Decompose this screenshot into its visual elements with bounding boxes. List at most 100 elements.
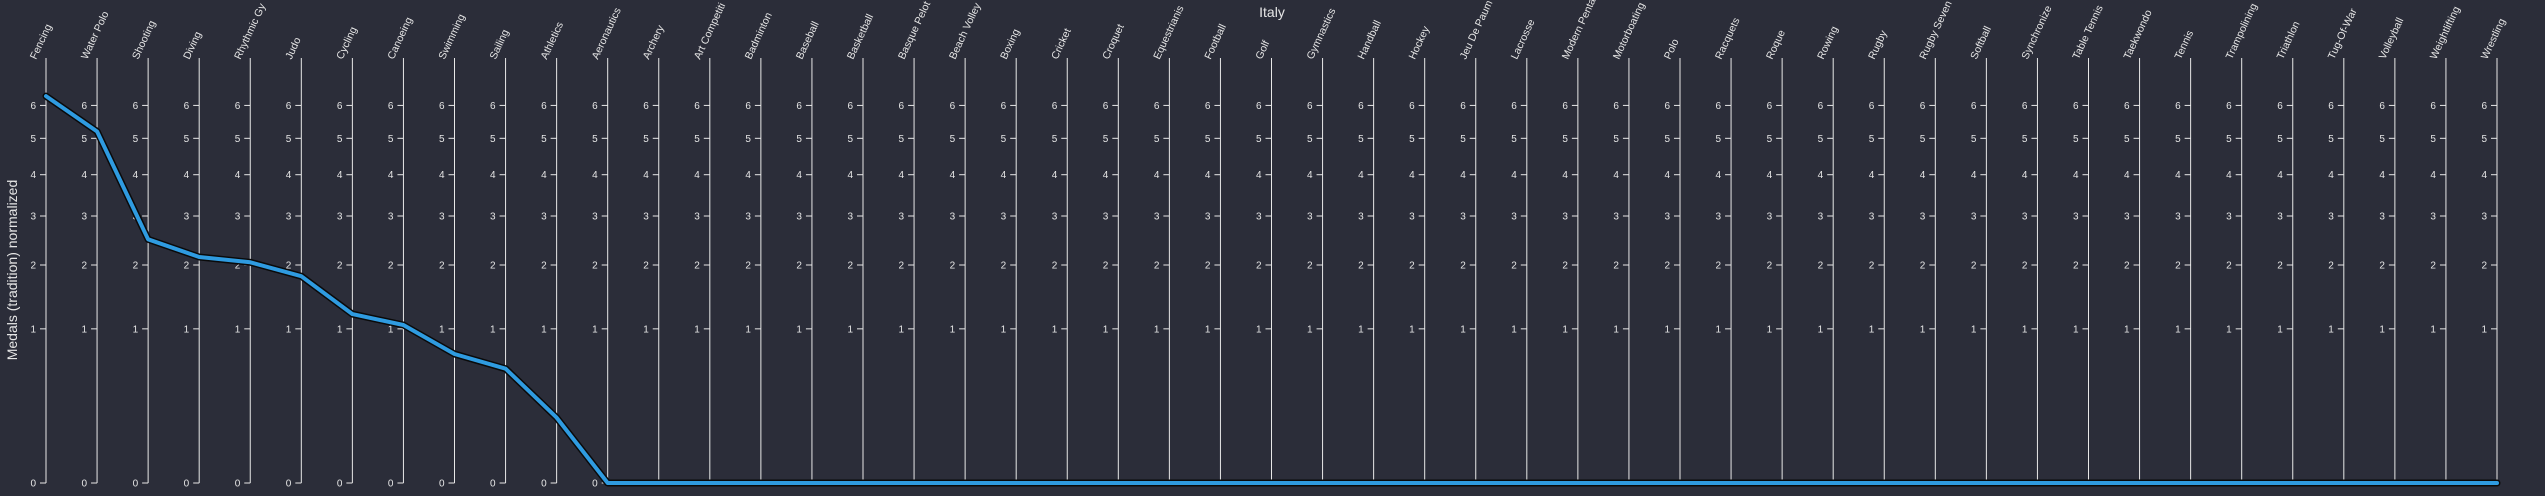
tick-label: 6 [1154, 101, 1160, 112]
tick-label: 5 [643, 134, 649, 145]
tick-label: 5 [1818, 134, 1824, 145]
tick-label: 4 [133, 170, 139, 181]
tick-label: 4 [745, 170, 751, 181]
series-line [44, 94, 2499, 485]
tick-label: 3 [643, 212, 649, 223]
tick-label: 2 [1409, 261, 1415, 272]
dimension-label: Canoeing [385, 15, 415, 61]
tick-label: 4 [82, 170, 88, 181]
tick-label: 5 [1460, 134, 1466, 145]
dimension-label: Jeu De Paum [1458, 0, 1496, 61]
tick-label: 3 [2277, 212, 2283, 223]
tick-label: 6 [133, 101, 139, 112]
tick-label: 6 [2430, 101, 2436, 112]
tick-label: 6 [1818, 101, 1824, 112]
tick-label: 3 [2175, 212, 2181, 223]
series-layer [42, 92, 2501, 487]
dimension-label: Aeronautics [590, 6, 624, 61]
tick-label: 3 [1511, 212, 1517, 223]
tick-label: 0 [337, 479, 343, 490]
tick-label: 4 [1511, 170, 1517, 181]
tick-label: 2 [1256, 261, 1262, 272]
tick-label: 3 [950, 212, 956, 223]
tick-label: 1 [1818, 324, 1824, 335]
tick-label: 2 [2175, 261, 2181, 272]
tick-label: 5 [133, 134, 139, 145]
tick-label: 3 [184, 212, 190, 223]
tick-label: 3 [796, 212, 802, 223]
tick-label: 4 [1767, 170, 1773, 181]
tick-label: 1 [1664, 324, 1670, 335]
tick-label: 5 [1052, 134, 1058, 145]
tick-label: 5 [1562, 134, 1568, 145]
tick-label: 6 [1307, 101, 1313, 112]
tick-label: 5 [1920, 134, 1926, 145]
tick-label: 2 [2430, 261, 2436, 272]
tick-label: 6 [82, 101, 88, 112]
tick-label: 4 [30, 170, 36, 181]
tick-label: 3 [1358, 212, 1364, 223]
tick-label: 1 [1256, 324, 1262, 335]
tick-label: 4 [2073, 170, 2079, 181]
tick-label: 4 [1409, 170, 1415, 181]
tick-label: 6 [184, 101, 190, 112]
tick-label: 3 [2022, 212, 2028, 223]
tick-label: 4 [796, 170, 802, 181]
tick-label: 1 [133, 324, 139, 335]
tick-label: 4 [1103, 170, 1109, 181]
dimension-label: Art Competiti [692, 1, 729, 61]
dimension-label: Wrestling [2479, 17, 2508, 62]
dimension-label: Tennis [2172, 29, 2196, 62]
tick-label: 5 [82, 134, 88, 145]
tick-label: 5 [1256, 134, 1262, 145]
tick-label: 5 [1511, 134, 1517, 145]
tick-label: 2 [1307, 261, 1313, 272]
dimension-label: Water Polo [79, 9, 112, 61]
tick-label: 3 [2226, 212, 2232, 223]
tick-label: 6 [1205, 101, 1211, 112]
tick-label: 1 [1460, 324, 1466, 335]
tick-label: 1 [1971, 324, 1977, 335]
tick-label: 2 [2073, 261, 2079, 272]
tick-label: 3 [286, 212, 292, 223]
tick-label: 6 [847, 101, 853, 112]
tick-label: 0 [592, 479, 598, 490]
tick-label: 1 [1103, 324, 1109, 335]
tick-label: 6 [2124, 101, 2130, 112]
tick-label: 2 [1460, 261, 1466, 272]
tick-label: 4 [1613, 170, 1619, 181]
dimension-label: Fencing [28, 22, 55, 61]
tick-label: 2 [1001, 261, 1007, 272]
tick-label: 1 [2277, 324, 2283, 335]
tick-label: 3 [2124, 212, 2130, 223]
dimension-label: Rugby [1866, 28, 1890, 61]
tick-label: 6 [541, 101, 547, 112]
tick-label: 2 [1205, 261, 1211, 272]
dimension-label: Equestrianis [1151, 4, 1186, 61]
tick-label: 6 [1562, 101, 1568, 112]
tick-label: 1 [286, 324, 292, 335]
tick-label: 1 [30, 324, 36, 335]
tick-label: 1 [1307, 324, 1313, 335]
tick-label: 6 [1767, 101, 1773, 112]
tick-label: 3 [2430, 212, 2436, 223]
tick-label: 3 [541, 212, 547, 223]
tick-label: 4 [2124, 170, 2130, 181]
tick-label: 6 [694, 101, 700, 112]
tick-label: 1 [2226, 324, 2232, 335]
tick-label: 5 [1869, 134, 1875, 145]
tick-label: 6 [643, 101, 649, 112]
tick-label: 1 [439, 324, 445, 335]
tick-label: 6 [592, 101, 598, 112]
tick-label: 2 [1920, 261, 1926, 272]
tick-label: 1 [796, 324, 802, 335]
